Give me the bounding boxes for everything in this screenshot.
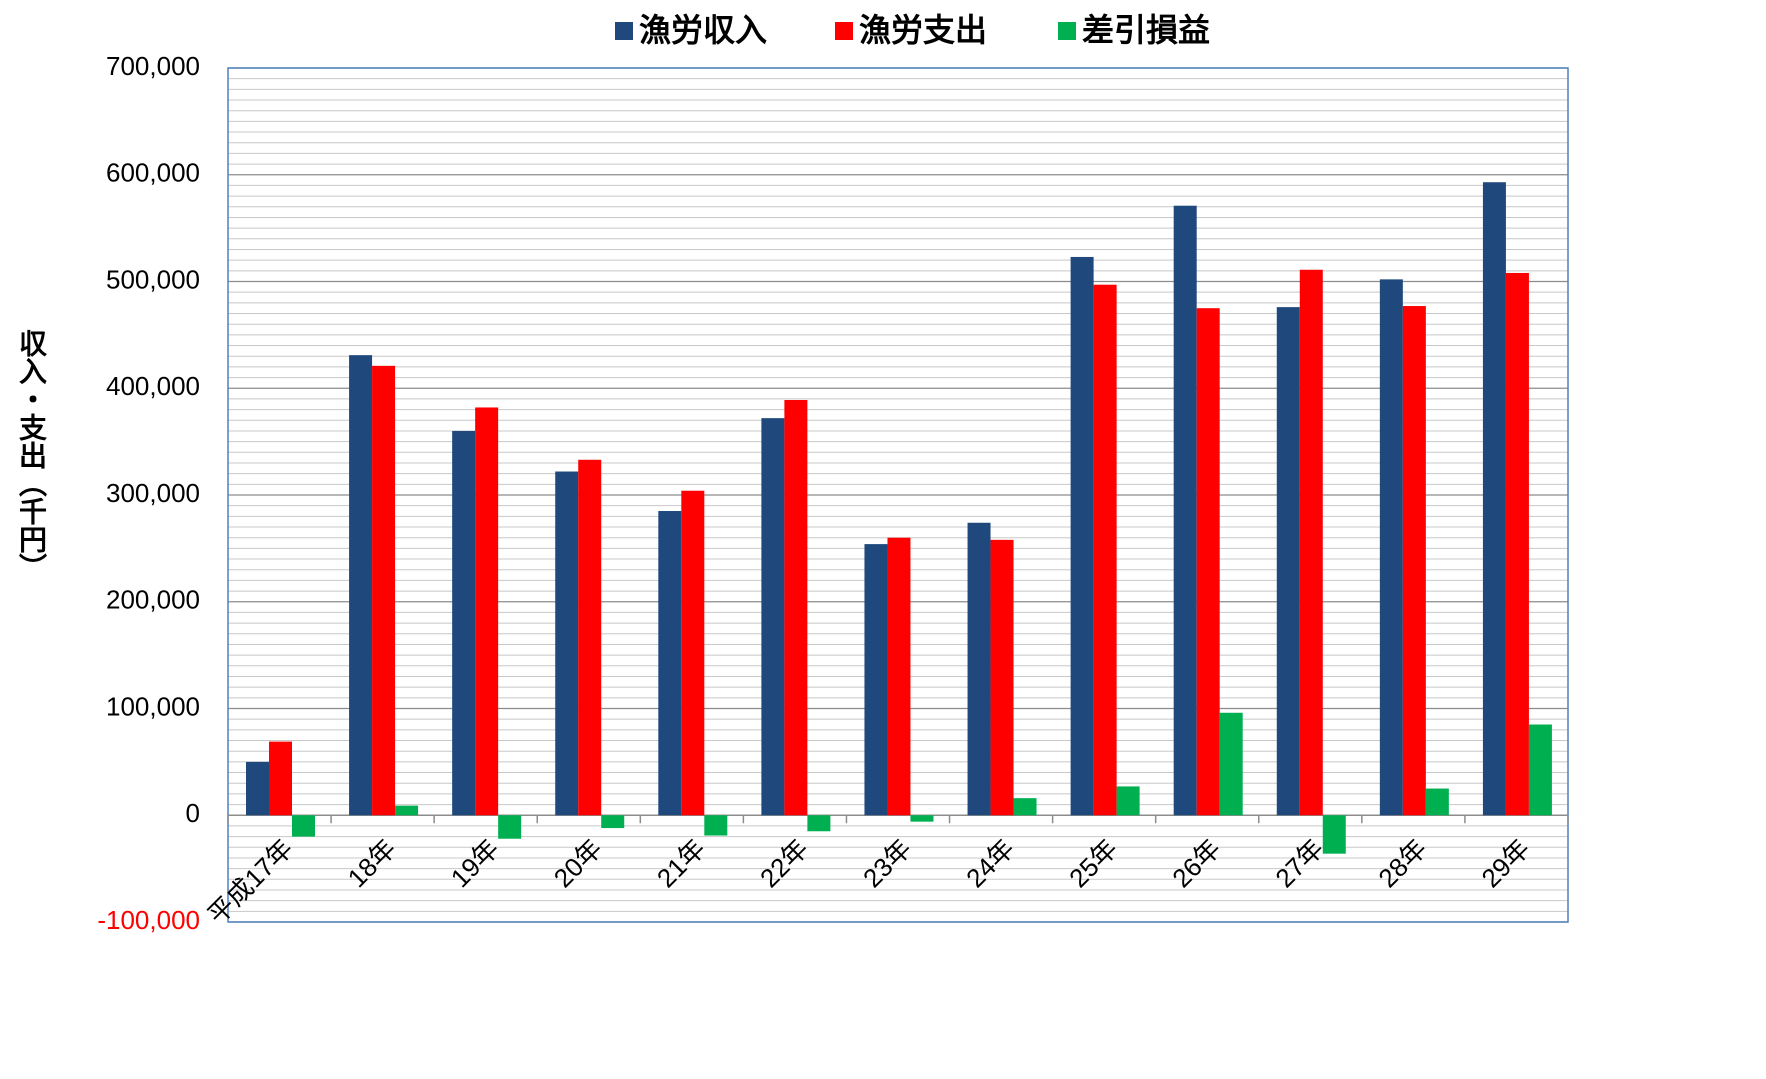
y-tick-label: 400,000 xyxy=(106,371,200,401)
bar xyxy=(578,459,602,816)
legend-label: 差引損益 xyxy=(1082,11,1210,49)
y-tick-label: 0 xyxy=(186,798,200,828)
bar xyxy=(967,522,991,816)
bar xyxy=(1173,205,1197,816)
bar xyxy=(1093,284,1117,816)
y-tick-label: 600,000 xyxy=(106,158,200,188)
bar xyxy=(807,815,831,832)
bar xyxy=(1505,272,1529,816)
bar xyxy=(1196,308,1220,816)
y-axis-title: 収入・支出（千円） xyxy=(15,329,48,581)
bar xyxy=(1013,798,1037,816)
bar xyxy=(990,539,1014,816)
bar xyxy=(1070,256,1094,816)
y-tick-label: 300,000 xyxy=(106,478,200,508)
legend-swatch xyxy=(615,22,633,40)
bar xyxy=(498,815,522,839)
bar xyxy=(372,365,396,816)
bar xyxy=(864,544,888,816)
bar xyxy=(887,537,911,816)
bar xyxy=(704,815,728,836)
bar xyxy=(269,741,292,816)
bar xyxy=(1482,182,1506,816)
bar xyxy=(292,815,315,837)
y-tick-label: 100,000 xyxy=(106,691,200,721)
bar xyxy=(761,418,785,816)
bar xyxy=(601,815,625,829)
bar xyxy=(475,407,499,816)
bar xyxy=(681,490,705,816)
bar xyxy=(395,805,419,816)
bar xyxy=(910,815,934,822)
bar xyxy=(784,399,808,816)
bar xyxy=(1528,724,1552,816)
bar xyxy=(452,430,476,816)
bar xyxy=(1425,788,1449,816)
legend-label: 漁労支出 xyxy=(859,11,987,49)
bar xyxy=(1299,269,1323,816)
bar xyxy=(658,511,682,816)
y-tick-label: 700,000 xyxy=(106,51,200,81)
bar xyxy=(1322,815,1346,854)
bar xyxy=(1379,279,1403,816)
bar xyxy=(246,761,269,816)
legend-swatch xyxy=(835,22,853,40)
bar xyxy=(555,471,579,816)
legend-label: 漁労収入 xyxy=(639,11,767,49)
y-tick-label: 200,000 xyxy=(106,585,200,615)
y-tick-label: -100,000 xyxy=(97,905,200,935)
bar xyxy=(1116,786,1140,816)
y-tick-label: 500,000 xyxy=(106,264,200,294)
bar xyxy=(349,355,373,816)
plot-border xyxy=(227,67,1569,923)
bar xyxy=(1402,306,1426,816)
bar xyxy=(1276,307,1300,816)
legend-swatch xyxy=(1058,22,1076,40)
bar xyxy=(1219,712,1243,816)
